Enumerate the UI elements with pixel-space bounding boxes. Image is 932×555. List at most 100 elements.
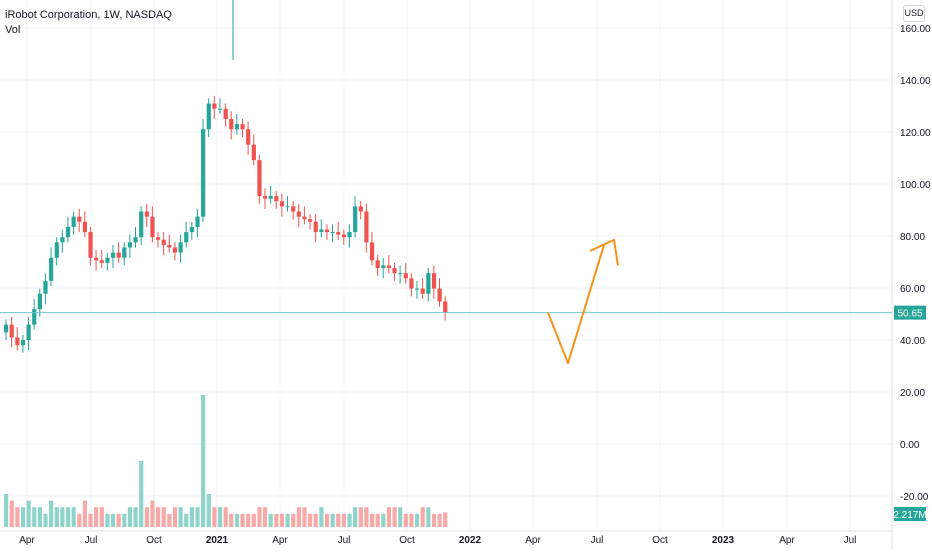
candle-body <box>88 232 93 258</box>
candle-body <box>150 216 155 238</box>
y-tick-label: 80.00 <box>900 232 925 243</box>
current-price-badge <box>894 305 926 320</box>
volume-bar <box>296 507 301 527</box>
candle-body <box>49 257 54 281</box>
volume-bar <box>324 513 330 527</box>
x-tick-label: Apr <box>19 535 35 546</box>
candle-body <box>99 260 104 263</box>
candle-body <box>212 103 217 109</box>
candle-body <box>20 340 26 346</box>
candle-body <box>94 257 99 261</box>
volume-bar <box>364 507 369 527</box>
x-tick-label: Jul <box>591 535 604 546</box>
volume-bar <box>32 507 37 527</box>
candle-body <box>139 211 144 238</box>
candle-body <box>358 206 363 212</box>
volume-bar <box>54 507 59 527</box>
candle-body <box>426 273 431 294</box>
x-tick-label: Oct <box>146 535 162 546</box>
volume-bar <box>156 507 161 527</box>
volume-bar <box>9 500 14 527</box>
candle-body <box>133 237 138 243</box>
symbol-title: iRobot Corporation, 1W, NASDAQ <box>5 9 172 21</box>
candle-body <box>409 278 414 289</box>
candle-body <box>105 257 110 263</box>
volume-bar <box>234 513 240 527</box>
candle-body <box>229 118 234 130</box>
candle-body <box>414 288 420 290</box>
candle-body <box>319 229 324 233</box>
volume-bar <box>291 513 296 527</box>
volume-bar <box>217 507 223 527</box>
x-tick-label: 2021 <box>206 535 229 546</box>
candle-body <box>375 260 380 269</box>
volume-bar <box>26 500 31 527</box>
candle-body <box>268 196 273 199</box>
candle-body <box>4 324 9 333</box>
x-tick-label: Apr <box>779 535 795 546</box>
candle-body <box>77 216 82 222</box>
volume-bar <box>77 513 82 527</box>
candle-body <box>127 242 133 248</box>
y-tick-label: 60.00 <box>900 284 925 295</box>
volume-bar <box>330 513 335 527</box>
volume-bar <box>409 513 414 527</box>
volume-bar <box>206 494 211 527</box>
y-tick-label: 0.00 <box>900 440 920 451</box>
volume-bar <box>172 507 178 527</box>
x-tick-label: Jul <box>338 535 351 546</box>
volume-bar <box>392 507 397 527</box>
candle-body <box>201 129 206 217</box>
volume-bar <box>426 507 431 527</box>
volume-bar <box>82 500 88 527</box>
candle-body <box>71 216 76 227</box>
volume-bar <box>178 507 183 527</box>
candle-body <box>178 242 183 253</box>
candle-body <box>189 226 194 233</box>
candle-body <box>116 252 121 258</box>
volume-bar <box>133 507 138 527</box>
volume-bar <box>105 513 110 527</box>
volume-bar <box>189 507 194 527</box>
current-price-label: 50.65 <box>897 309 922 320</box>
candle-body <box>336 232 341 235</box>
candle-body <box>246 129 251 145</box>
candle-body <box>156 237 161 240</box>
y-tick-label: -20.00 <box>900 492 929 503</box>
candle-body <box>54 242 59 258</box>
x-tick-label: 2022 <box>459 535 482 546</box>
candle-body <box>403 273 408 279</box>
volume-bar <box>403 513 408 527</box>
volume-bar <box>268 513 273 527</box>
volume-bar <box>110 513 116 527</box>
volume-bar <box>274 513 279 527</box>
volume-bar <box>65 507 71 527</box>
x-tick-label: Apr <box>272 535 288 546</box>
volume-bar <box>336 513 341 527</box>
y-tick-label: 40.00 <box>900 336 925 347</box>
candle-body <box>82 221 88 233</box>
volume-bar <box>353 507 358 527</box>
currency-badge[interactable]: USD <box>903 5 925 22</box>
candle-body <box>324 229 330 233</box>
volume-bar <box>99 507 104 527</box>
volume-bar <box>37 507 42 527</box>
candle-body <box>60 237 65 243</box>
y-tick-label: 120.00 <box>900 128 931 139</box>
volume-bar <box>313 513 318 527</box>
volume-bar <box>144 507 149 527</box>
candle-body <box>443 301 448 313</box>
volume-bar <box>150 500 155 527</box>
candle-body <box>65 226 71 238</box>
volume-bar <box>369 513 375 527</box>
candle-body <box>381 265 386 269</box>
volume-bar <box>347 513 352 527</box>
volume-bar <box>240 513 245 527</box>
candle-body <box>274 196 279 202</box>
candle-body <box>341 234 346 238</box>
candle-body <box>43 280 48 294</box>
volume-bar <box>279 513 285 527</box>
candle-body <box>296 211 301 217</box>
